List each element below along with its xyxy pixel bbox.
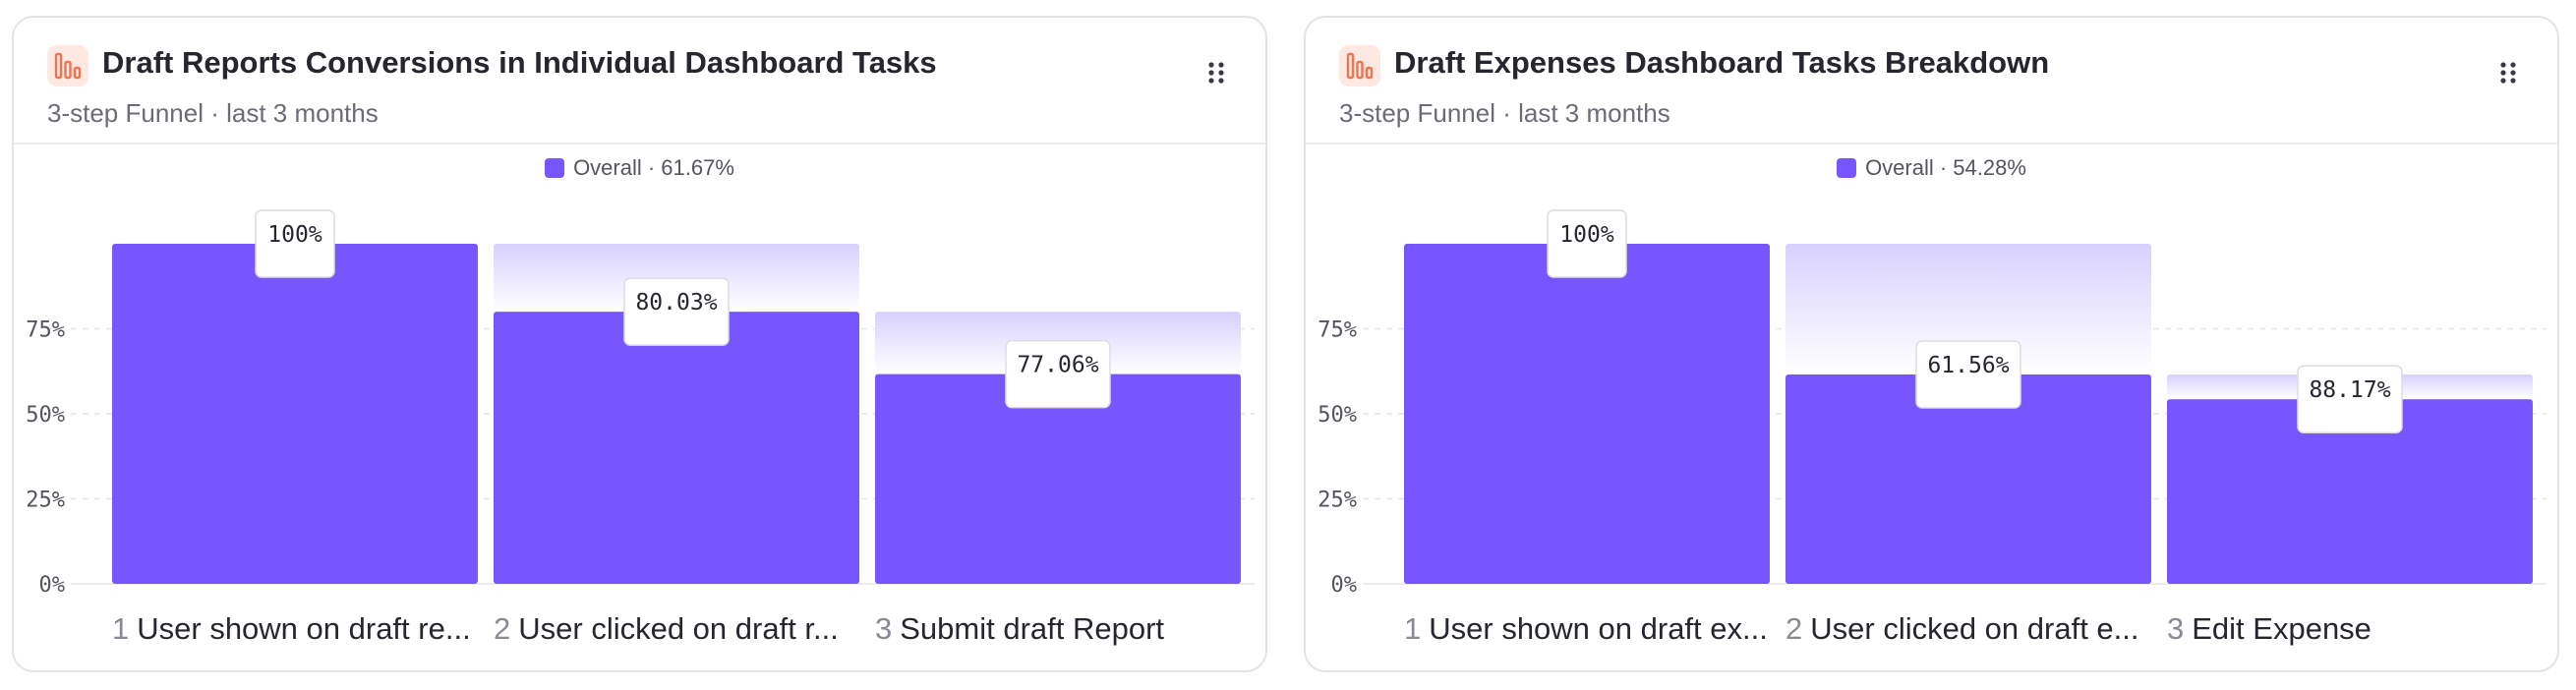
step-number: 1 — [1404, 611, 1422, 646]
conversion-badge — [2297, 365, 2403, 433]
chart-legend[interactable]: Overall · 61.67% — [14, 155, 1265, 181]
card-title: Draft Reports Conversions in Individual … — [102, 45, 937, 80]
y-tick-label: 0% — [39, 573, 66, 598]
legend-swatch — [545, 158, 565, 178]
y-tick-label: 75% — [1317, 318, 1357, 343]
step-number: 1 — [112, 611, 130, 646]
dropoff-region — [1786, 244, 2151, 375]
step-label: User clicked on draft r... — [518, 611, 839, 646]
funnel-chart: 0% 25% 50% 75% 100% 80.03% 77.06% — [26, 209, 1255, 598]
funnel-bar — [2167, 399, 2533, 584]
card-header: Draft Expenses Dashboard Tasks Breakdown… — [1306, 18, 2557, 144]
step-label: User clicked on draft e... — [1810, 611, 2139, 646]
funnel-chart-icon — [47, 45, 88, 86]
drag-handle-icon[interactable] — [1204, 55, 1228, 90]
funnel-card: Draft Reports Conversions in Individual … — [12, 16, 1267, 672]
y-tick-label: 25% — [26, 489, 65, 513]
funnel-step-label: 2 User clicked on draft r... — [494, 611, 873, 647]
conversion-label: 80.03% — [635, 290, 717, 316]
funnel-chart: 0% 25% 50% 75% 100% 61.56% 88.17% — [1317, 209, 2547, 598]
step-label: User shown on draft ex... — [1429, 611, 1768, 646]
chart-legend[interactable]: Overall · 54.28% — [1306, 155, 2557, 181]
step-number: 2 — [1786, 611, 1803, 646]
funnel-step-label: 2 User clicked on draft e... — [1786, 611, 2165, 647]
y-tick-label: 50% — [26, 403, 65, 428]
y-tick-label: 0% — [1331, 573, 1358, 598]
funnel-step-label: 3 Submit draft Report — [875, 611, 1249, 647]
funnel-chart-icon — [1339, 45, 1380, 86]
funnel-step-label: 1 User shown on draft ex... — [1404, 611, 1778, 647]
step-number: 2 — [494, 611, 511, 646]
conversion-label: 100% — [1559, 222, 1614, 248]
legend-label: Overall · 61.67% — [573, 155, 734, 180]
conversion-label: 61.56% — [1927, 353, 2009, 378]
funnel-step-label: 1 User shown on draft re... — [112, 611, 486, 647]
funnel-bar — [112, 244, 478, 584]
step-label: Edit Expense — [2192, 611, 2371, 646]
step-number: 3 — [875, 611, 893, 646]
card-header: Draft Reports Conversions in Individual … — [14, 18, 1265, 144]
y-tick-label: 75% — [26, 318, 65, 343]
step-number: 3 — [2167, 611, 2185, 646]
step-label: User shown on draft re... — [137, 611, 471, 646]
funnel-bar — [1404, 244, 1770, 584]
y-tick-label: 25% — [1317, 489, 1357, 513]
funnel-bar — [875, 374, 1241, 584]
card-title: Draft Expenses Dashboard Tasks Breakdown — [1394, 45, 2050, 80]
legend-label: Overall · 54.28% — [1865, 155, 2026, 180]
funnel-bar — [494, 312, 859, 584]
conversion-label: 77.06% — [1017, 353, 1098, 378]
step-label: Submit draft Report — [900, 611, 1165, 646]
conversion-badge — [623, 277, 730, 346]
conversion-badge — [255, 209, 335, 278]
y-tick-label: 50% — [1317, 403, 1357, 428]
card-subtitle: 3-step Funnel · last 3 months — [1339, 98, 1670, 128]
conversion-label: 100% — [267, 222, 322, 248]
card-subtitle: 3-step Funnel · last 3 months — [47, 98, 379, 128]
funnel-card: Draft Expenses Dashboard Tasks Breakdown… — [1304, 16, 2559, 672]
funnel-bar — [1786, 374, 2151, 584]
conversion-badge — [1005, 339, 1111, 409]
funnel-step-label: 3 Edit Expense — [2167, 611, 2541, 647]
drag-handle-icon[interactable] — [2496, 55, 2520, 90]
conversion-label: 88.17% — [2309, 377, 2390, 403]
legend-swatch — [1837, 158, 1857, 178]
conversion-badge — [1915, 340, 2021, 409]
conversion-badge — [1547, 209, 1627, 278]
